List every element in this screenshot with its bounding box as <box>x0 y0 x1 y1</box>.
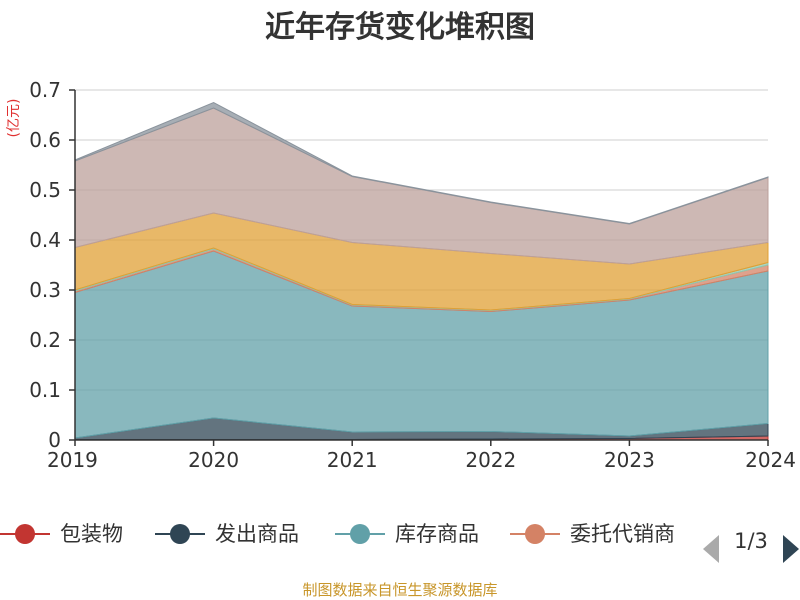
x-tick-label: 2019 <box>47 448 98 472</box>
x-tick-label: 2023 <box>604 448 655 472</box>
legend-item[interactable]: 发出商品 <box>155 522 299 546</box>
y-tick-label: 0 <box>48 428 61 452</box>
y-tick-label: 0.5 <box>29 178 61 202</box>
legend-marker-icon <box>350 524 370 544</box>
legend-page-indicator: 1/3 <box>734 529 768 553</box>
x-tick-label: 2020 <box>188 448 239 472</box>
legend-item[interactable]: 委托代销商 <box>510 522 675 546</box>
x-tick-labels: 2019 2020 2021 2022 2023 2024 <box>47 440 796 472</box>
axes <box>74 90 768 441</box>
legend-label: 发出商品 <box>215 522 299 546</box>
legend-label: 包装物 <box>60 522 123 546</box>
stacked-areas <box>74 101 769 441</box>
y-tick-label: 0.2 <box>29 328 61 352</box>
legend-marker-icon <box>15 524 35 544</box>
y-tick-label: 0.6 <box>29 128 61 152</box>
y-tick-label: 0.3 <box>29 278 61 302</box>
legend-label: 委托代销商 <box>570 522 675 546</box>
area-series-7 <box>74 101 769 225</box>
x-tick-label: 2021 <box>327 448 378 472</box>
legend-label: 库存商品 <box>395 522 479 546</box>
legend-marker-icon <box>170 524 190 544</box>
x-tick-label: 2022 <box>465 448 516 472</box>
y-tick-labels: 0 0.1 0.2 0.3 0.4 0.5 0.6 0.7 <box>29 78 61 452</box>
legend-item[interactable]: 库存商品 <box>335 522 479 546</box>
y-tick-label: 0.7 <box>29 78 61 102</box>
y-axis-unit-label: (亿元) <box>6 99 22 138</box>
triangle-right-icon[interactable] <box>783 535 799 563</box>
x-tick-label: 2024 <box>745 448 796 472</box>
y-tick-label: 0.4 <box>29 228 61 252</box>
legend-marker-icon <box>525 524 545 544</box>
y-tick-label: 0.1 <box>29 378 61 402</box>
legend-pager[interactable]: 1/3 <box>703 529 799 563</box>
data-source-note: 制图数据来自恒生聚源数据库 <box>302 581 497 599</box>
chart-title: 近年存货变化堆积图 <box>265 10 535 45</box>
triangle-left-icon[interactable] <box>703 535 719 563</box>
legend-item[interactable]: 包装物 <box>0 522 123 546</box>
legend[interactable]: 包装物 发出商品 库存商品 委托代销商 <box>0 522 675 546</box>
